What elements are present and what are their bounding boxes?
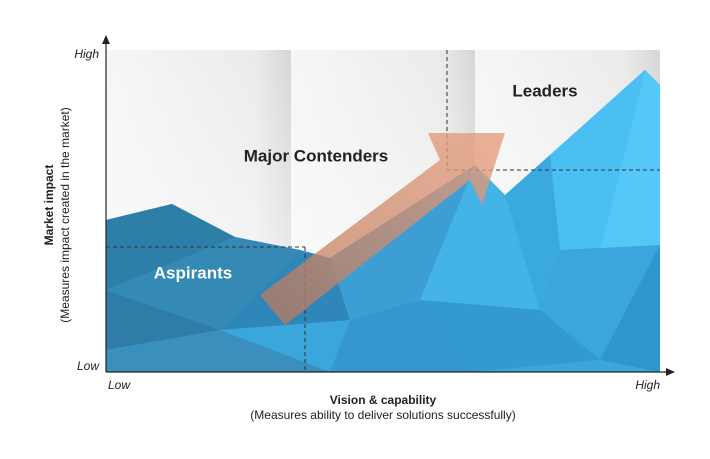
x-axis-subtitle: (Measures ability to deliver solutions s… [250,408,515,422]
y-axis-title: Market impact [42,165,56,246]
x-high-label: High [635,378,660,392]
terrain [106,70,660,372]
axes [102,35,675,376]
y-axis-subtitle: (Measures impact created in the market) [58,107,72,322]
region-label: Aspirants [154,263,232,282]
growth-arrow [260,133,505,325]
region-label: Major Contenders [244,146,389,165]
y-low-label: Low [77,359,100,373]
y-high-label: High [74,47,99,61]
region-label: Leaders [512,81,577,100]
x-low-label: Low [108,378,131,392]
x-axis-title: Vision & capability [330,393,437,407]
